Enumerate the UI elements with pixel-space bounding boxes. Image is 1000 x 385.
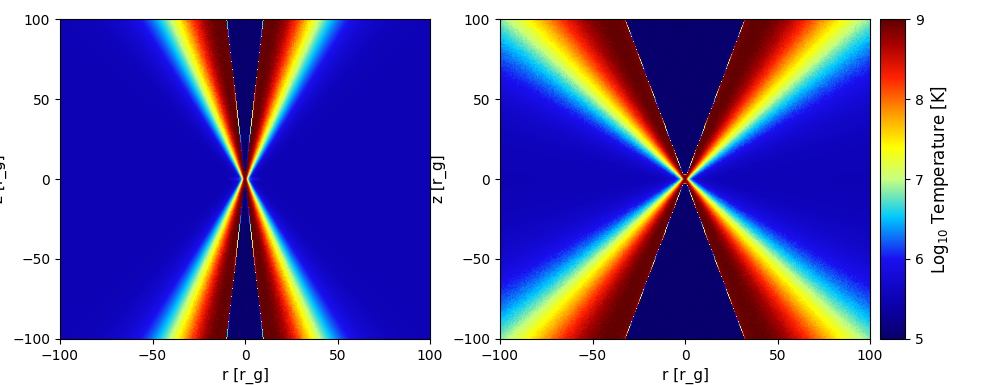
X-axis label: r [r_g]: r [r_g]: [662, 368, 708, 384]
Y-axis label: z [r_g]: z [r_g]: [431, 155, 447, 203]
X-axis label: r [r_g]: r [r_g]: [222, 368, 268, 384]
Y-axis label: Log$_{10}$ Temperature [K]: Log$_{10}$ Temperature [K]: [929, 85, 951, 273]
Y-axis label: z [r_g]: z [r_g]: [0, 155, 7, 203]
